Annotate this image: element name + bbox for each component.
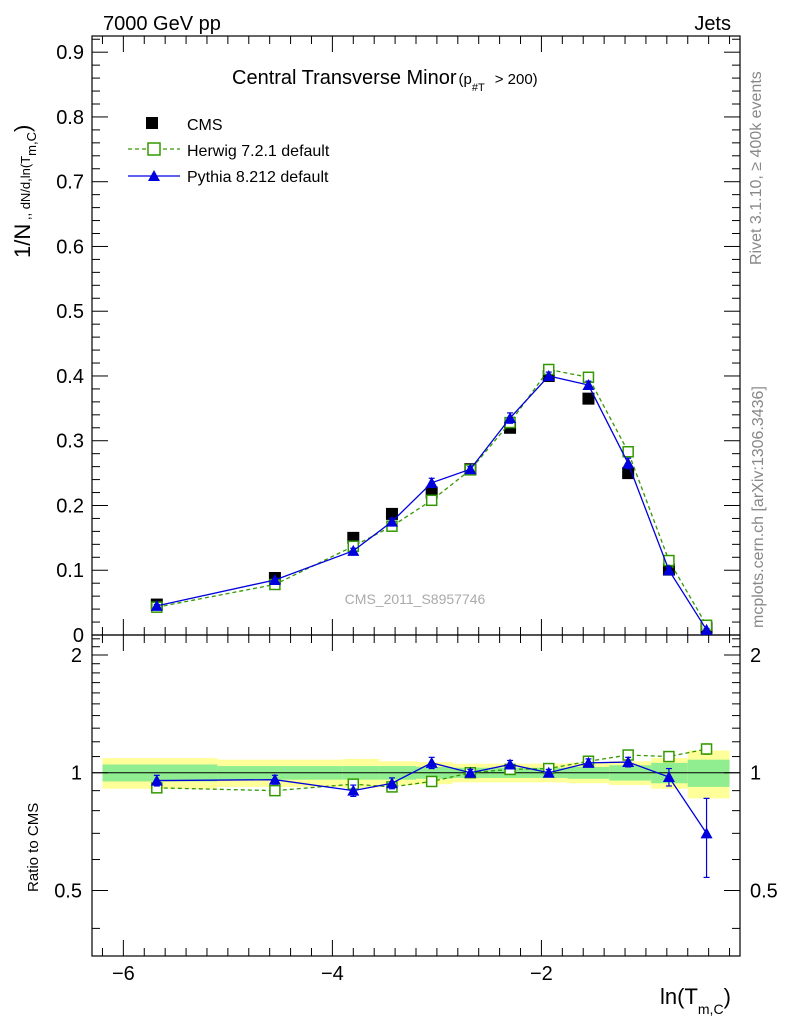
- main-y-tick-label: 0.6: [56, 236, 84, 258]
- legend-pythia-label: Pythia 8.212 default: [187, 169, 329, 186]
- ratio-panel: −6 −4 −2 0.5 0.5 1 1 2 2: [54, 634, 778, 985]
- mcplots-label: mcplots.cern.ch [arXiv:1306.3436]: [750, 386, 767, 628]
- data-point-pythia: [700, 623, 713, 635]
- plot-title-sub: (p: [459, 71, 472, 88]
- ratio-y-tick-label-right: 2: [750, 645, 761, 667]
- analysis-watermark: CMS_2011_S8957746: [345, 591, 486, 607]
- data-point-pythia: [347, 544, 360, 556]
- ratio-y-tick-label: 1: [71, 763, 82, 785]
- main-y-axis-label-sub: m,C: [24, 132, 39, 156]
- main-y-axis-label-suffix: ): [10, 125, 35, 132]
- data-point-herwig: [425, 775, 438, 788]
- data-point-pythia: [622, 457, 635, 469]
- data-point-pythia: [464, 766, 477, 778]
- main-panel: 0 0.1 0.2 0.3 0.4 0.5 0.6 0.7 0.8 0.9: [56, 35, 741, 647]
- ratio-y-tick-label: 2: [71, 645, 82, 667]
- main-series-layer: [150, 363, 713, 635]
- plot-title: Central Transverse Minor (p#T > 200): [232, 67, 538, 94]
- data-point-pythia: [622, 756, 635, 768]
- pythia-line: [156, 375, 708, 631]
- ratio-y-tick-label-right: 0.5: [750, 880, 778, 902]
- data-point-herwig: [663, 750, 675, 763]
- plot-title-main: Central Transverse Minor: [232, 67, 457, 89]
- ratio-y-axis-label: Ratio to CMS: [25, 803, 42, 892]
- legend-herwig-label: Herwig 7.2.1 default: [187, 143, 330, 160]
- main-y-tick-label: 0.9: [56, 42, 84, 64]
- data-point-pythia: [504, 412, 517, 424]
- data-point-pythia: [542, 369, 555, 381]
- data-point-pythia: [582, 756, 595, 768]
- main-y-tick-label: 0.4: [56, 366, 84, 388]
- legend-herwig-marker: [147, 142, 161, 156]
- ratio-uncertainty-bands: [92, 750, 740, 799]
- ratio-plot-frame: [91, 634, 741, 957]
- pythia-ratio-line: [156, 761, 708, 834]
- data-point-pythia: [150, 774, 163, 786]
- data-point-pythia: [464, 463, 477, 475]
- x-axis-label-main: ln(T: [660, 984, 698, 1009]
- data-point-pythia: [425, 476, 438, 488]
- stat-uncertainty-band: [687, 759, 730, 787]
- data-point-pythia: [150, 599, 163, 611]
- x-tick-label: −2: [530, 963, 553, 985]
- data-point-pythia: [662, 771, 675, 783]
- data-point-pythia: [425, 756, 438, 768]
- data-point-herwig: [425, 494, 438, 507]
- main-y-axis-label-prefix: 1/N: [10, 224, 35, 258]
- legend-cms-marker: [146, 117, 158, 129]
- data-point-pythia: [385, 777, 398, 789]
- main-y-axis-label-middle: ,, dN/d,ln(T: [18, 156, 33, 224]
- data-point-pythia: [582, 379, 595, 391]
- data-point-pythia: [662, 564, 675, 576]
- legend-cms-label: CMS: [187, 117, 223, 134]
- data-point-pythia: [385, 515, 398, 527]
- main-y-tick-label: 0.8: [56, 107, 84, 129]
- data-point-herwig: [622, 445, 634, 458]
- main-y-tick-label: 0: [73, 625, 84, 647]
- legend: CMS Herwig 7.2.1 default Pythia 8.212 de…: [128, 117, 330, 186]
- rivet-label: Rivet 3.1.10, ≥ 400k events: [748, 71, 765, 265]
- main-y-tick-label: 0.2: [56, 495, 84, 517]
- main-y-axis-label: 1/N ,, dN/d,ln(Tm,C): [10, 125, 39, 258]
- legend-pythia-marker: [148, 170, 160, 181]
- data-point-cms: [582, 392, 595, 405]
- data-point-pythia: [268, 573, 281, 585]
- main-y-tick-label: 0.3: [56, 431, 84, 453]
- data-point-pythia: [268, 773, 281, 785]
- ratio-y-tick-label: 0.5: [54, 880, 82, 902]
- ratio-series-layer: [150, 743, 713, 879]
- data-point-herwig: [269, 784, 281, 797]
- process-label: Jets: [694, 13, 731, 35]
- data-point-herwig: [700, 743, 713, 755]
- data-point-pythia: [347, 784, 360, 796]
- main-y-tick-label: 0.5: [56, 301, 84, 323]
- herwig-ratio-line: [156, 748, 707, 792]
- plot-title-sub-tail: > 200): [495, 71, 538, 88]
- x-tick-label: −4: [321, 963, 344, 985]
- main-y-tick-label: 0.7: [56, 172, 84, 194]
- x-axis-label-suffix: ): [724, 984, 731, 1009]
- x-axis-label-sub: m,C: [698, 1001, 724, 1017]
- x-tick-label: −6: [112, 963, 135, 985]
- plot-title-sub-index: #T: [472, 82, 485, 94]
- data-point-pythia: [504, 758, 517, 770]
- energy-label: 7000 GeV pp: [103, 13, 221, 35]
- main-y-tick-label: 0.1: [56, 560, 84, 582]
- data-point-pythia: [700, 827, 713, 839]
- herwig-line: [156, 368, 708, 626]
- data-point-pythia: [542, 766, 555, 778]
- ratio-y-tick-label-right: 1: [750, 763, 761, 785]
- data-point-cms: [385, 507, 398, 520]
- x-axis-label: ln(Tm,C): [660, 984, 731, 1017]
